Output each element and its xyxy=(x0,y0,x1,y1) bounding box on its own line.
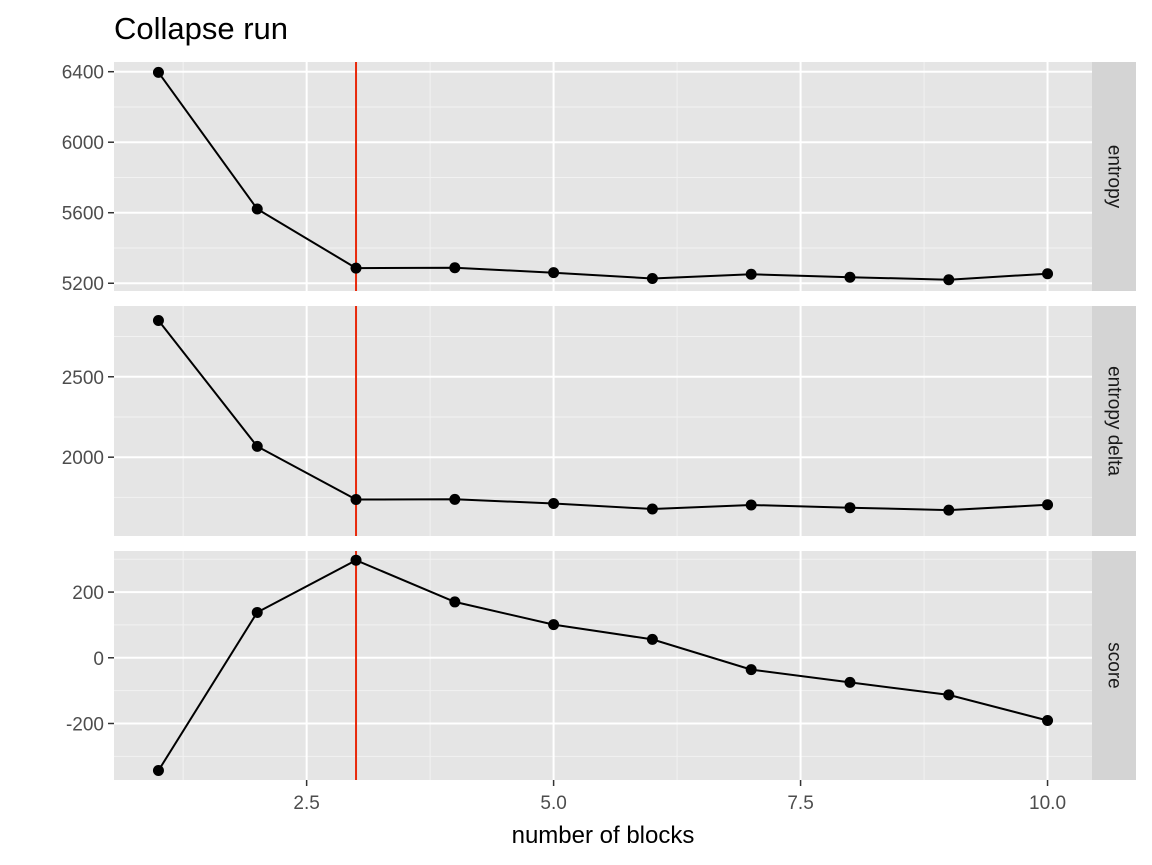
data-point xyxy=(350,493,362,505)
data-point xyxy=(251,440,263,452)
panel-background xyxy=(114,551,1092,780)
series-line xyxy=(157,71,1048,281)
data-point xyxy=(152,764,164,776)
panel-entropy: 5200 5600 6000 6400 entropy xyxy=(62,62,1136,295)
panel-score: -200 0 200 score xyxy=(66,551,1136,780)
y-tick-label: -200 xyxy=(66,714,104,735)
data-point xyxy=(1042,499,1054,511)
data-point xyxy=(251,606,263,618)
panel-entropy-delta: 2000 2500 entropy delta xyxy=(62,306,1136,536)
data-point xyxy=(745,499,757,511)
data-point xyxy=(1042,715,1054,727)
y-tick-label: 200 xyxy=(72,583,104,604)
facet-strip xyxy=(1092,551,1136,780)
x-tick-label: 10.0 xyxy=(1029,793,1066,814)
data-point xyxy=(548,267,560,279)
facet-strip-label: score xyxy=(1104,642,1125,688)
x-tick-label: 2.5 xyxy=(293,793,319,814)
data-point xyxy=(745,268,757,280)
data-point xyxy=(449,596,461,608)
data-point xyxy=(646,633,658,645)
series-line xyxy=(157,319,1048,512)
series-line xyxy=(157,559,1048,772)
data-point xyxy=(844,502,856,514)
x-tick-label: 5.0 xyxy=(540,793,566,814)
facet-strip-label: entropy delta xyxy=(1104,366,1125,476)
data-point xyxy=(943,274,955,286)
data-point xyxy=(943,504,955,516)
data-point xyxy=(844,271,856,283)
panel-background xyxy=(114,62,1092,291)
facet-strip-label: entropy xyxy=(1104,145,1125,209)
chart-title: Collapse run xyxy=(114,11,288,46)
y-tick-label: 2500 xyxy=(62,368,104,389)
data-point xyxy=(844,676,856,688)
data-point xyxy=(449,493,461,505)
y-tick-label: 5600 xyxy=(62,204,104,225)
data-point xyxy=(350,262,362,274)
data-point xyxy=(350,554,362,566)
y-tick-label: 2000 xyxy=(62,448,104,469)
data-point xyxy=(152,314,164,326)
data-point xyxy=(152,66,164,78)
data-point xyxy=(646,272,658,284)
y-tick-label: 0 xyxy=(93,649,104,670)
data-point xyxy=(251,203,263,215)
data-point xyxy=(449,262,461,274)
x-axis: 2.5 5.0 7.5 10.0 xyxy=(293,780,1066,814)
data-point xyxy=(745,664,757,676)
panel-background xyxy=(114,306,1092,536)
facet-strip xyxy=(1092,306,1136,536)
x-tick-label: 7.5 xyxy=(787,793,813,814)
data-point xyxy=(646,503,658,515)
x-axis-title: number of blocks xyxy=(512,822,695,849)
y-tick-label: 6400 xyxy=(62,63,104,84)
data-point xyxy=(548,498,560,510)
data-point xyxy=(548,619,560,631)
y-tick-label: 6000 xyxy=(62,133,104,154)
y-tick-label: 5200 xyxy=(62,274,104,295)
data-point xyxy=(1042,268,1054,280)
facet-strip xyxy=(1092,62,1136,291)
data-point xyxy=(943,689,955,701)
